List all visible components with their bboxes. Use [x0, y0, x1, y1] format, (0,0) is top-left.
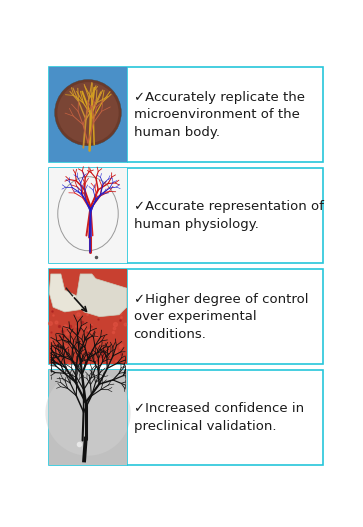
- Text: ✓Increased confidence in
preclinical validation.: ✓Increased confidence in preclinical val…: [134, 403, 304, 433]
- Text: ✓Accurate representation of
human physiology.: ✓Accurate representation of human physio…: [134, 200, 323, 231]
- Bar: [49, 370, 127, 465]
- Text: ✓Accurately replicate the
microenvironment of the
human body.: ✓Accurately replicate the microenvironme…: [134, 91, 305, 139]
- Bar: [49, 269, 127, 364]
- Ellipse shape: [45, 370, 131, 456]
- Bar: [49, 269, 323, 364]
- Polygon shape: [76, 274, 127, 317]
- Bar: [49, 370, 323, 465]
- Bar: [49, 67, 127, 162]
- Circle shape: [55, 80, 121, 146]
- Bar: [49, 168, 127, 263]
- Text: ✓Higher degree of control
over experimental
conditions.: ✓Higher degree of control over experimen…: [134, 292, 308, 340]
- Circle shape: [57, 82, 119, 143]
- Bar: [49, 67, 323, 162]
- Bar: [49, 168, 323, 263]
- Polygon shape: [49, 274, 92, 312]
